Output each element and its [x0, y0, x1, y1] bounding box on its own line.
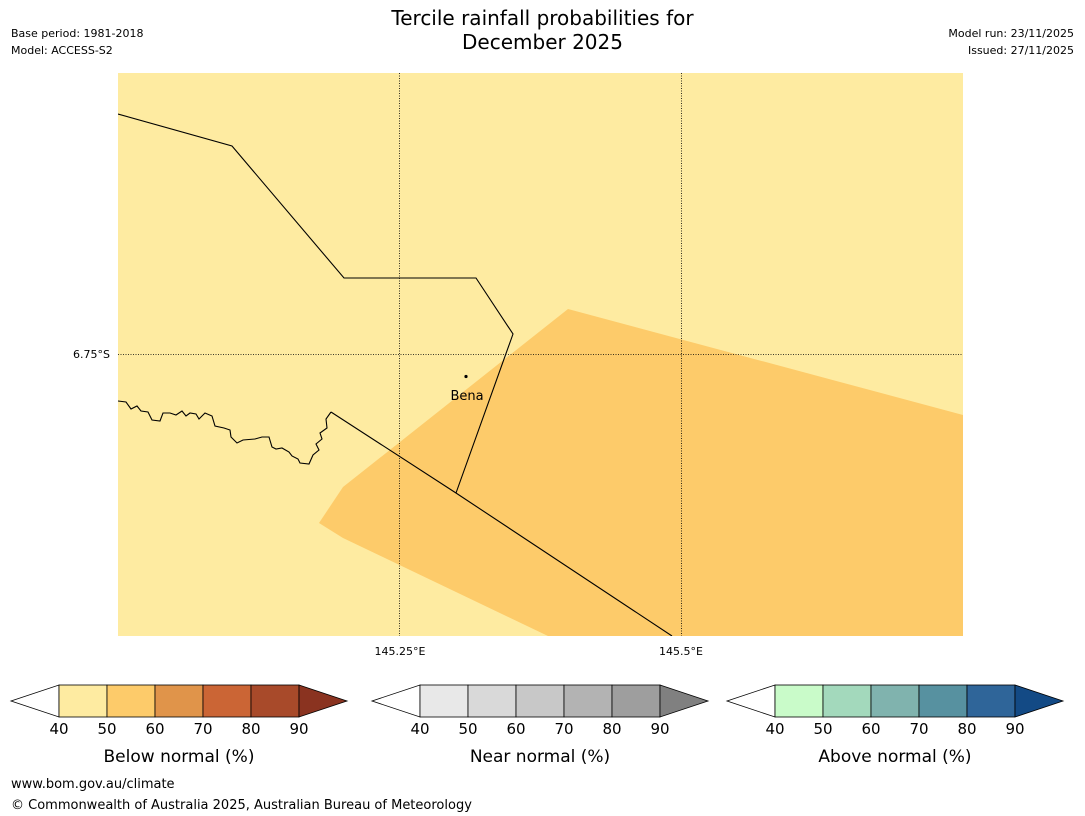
colorbar-extend-low [9, 684, 60, 718]
footer: www.bom.gov.au/climate © Commonwealth of… [11, 774, 472, 816]
colorbar-tick-label: 60 [506, 720, 525, 738]
colorbar-label: Below normal (%) [104, 747, 255, 767]
legend-colorbars: 40 50 60 70 80 90 Below normal (%) 40 50 60 70 80 90… [9, 684, 1065, 767]
town-marker-icon [464, 374, 468, 379]
colorbar-segment [467, 684, 517, 718]
colorbar-tick-label: 90 [650, 720, 669, 738]
colorbar-segment [966, 684, 1016, 718]
colorbar-segment [563, 684, 613, 718]
colorbar-label: Above normal (%) [818, 747, 971, 767]
colorbar-extend-low [370, 684, 421, 718]
colorbar-extend-high [1014, 684, 1065, 718]
colorbar-tick-label: 60 [861, 720, 880, 738]
colorbar-segment [611, 684, 661, 718]
colorbar-segment [822, 684, 872, 718]
colorbar-segment [154, 684, 204, 718]
colorbar: 40 50 60 70 80 90 Near normal (%) [370, 684, 710, 767]
chart-title: Tercile rainfall probabilities for Decem… [0, 6, 1085, 54]
colorbar-tick-label: 50 [458, 720, 477, 738]
colorbar-segment [202, 684, 252, 718]
colorbar-label: Near normal (%) [470, 747, 610, 767]
title-line-2: December 2025 [462, 30, 623, 54]
colorbar-segment [250, 684, 300, 718]
meta-right: Model run: 23/11/2025 Issued: 27/11/2025 [948, 25, 1074, 59]
meta-left: Base period: 1981-2018 Model: ACCESS-S2 [11, 25, 143, 59]
model-name: Model: ACCESS-S2 [11, 44, 113, 57]
colorbar-tick-label: 40 [410, 720, 429, 738]
colorbar-segment [515, 684, 565, 718]
title-line-1: Tercile rainfall probabilities for [391, 6, 694, 30]
colorbar-tick-label: 60 [145, 720, 164, 738]
latitude-label: 6.75°S [73, 348, 110, 361]
footer-url: www.bom.gov.au/climate [11, 777, 175, 792]
longitude-label: 145.5°E [659, 645, 703, 658]
colorbar-tick-label: 80 [241, 720, 260, 738]
footer-copyright: © Commonwealth of Australia 2025, Austra… [11, 798, 472, 813]
colorbar-tick-label: 80 [957, 720, 976, 738]
colorbar-tick-label: 80 [602, 720, 621, 738]
town-label: Bena [450, 389, 483, 404]
colorbar-segment [918, 684, 968, 718]
colorbar-extend-low [725, 684, 776, 718]
colorbar: 40 50 60 70 80 90 Below normal (%) [9, 684, 349, 767]
colorbar-tick-label: 90 [1005, 720, 1024, 738]
probability-region-50-60 [319, 309, 963, 636]
colorbar-tick-label: 40 [765, 720, 784, 738]
colorbar-tick-label: 50 [813, 720, 832, 738]
colorbar-segment [774, 684, 824, 718]
colorbar: 40 50 60 70 80 90 Above normal (%) [725, 684, 1065, 767]
model-run: Model run: 23/11/2025 [948, 27, 1074, 40]
river-boundary [118, 400, 332, 465]
colorbar-extend-high [298, 684, 349, 718]
colorbar-extend-high [659, 684, 710, 718]
longitude-label: 145.25°E [375, 645, 426, 658]
base-period: Base period: 1981-2018 [11, 27, 144, 40]
colorbar-tick-label: 50 [97, 720, 116, 738]
colorbar-tick-label: 70 [909, 720, 928, 738]
issued-date: Issued: 27/11/2025 [967, 44, 1074, 57]
colorbar-tick-label: 40 [49, 720, 68, 738]
province-boundary [118, 113, 514, 494]
colorbar-tick-label: 70 [554, 720, 573, 738]
colorbar-tick-label: 70 [193, 720, 212, 738]
province-boundary [330, 411, 673, 636]
colorbar-segment [870, 684, 920, 718]
colorbar-tick-label: 90 [289, 720, 308, 738]
colorbar-segment [419, 684, 469, 718]
colorbar-segment [58, 684, 108, 718]
colorbar-segment [106, 684, 156, 718]
